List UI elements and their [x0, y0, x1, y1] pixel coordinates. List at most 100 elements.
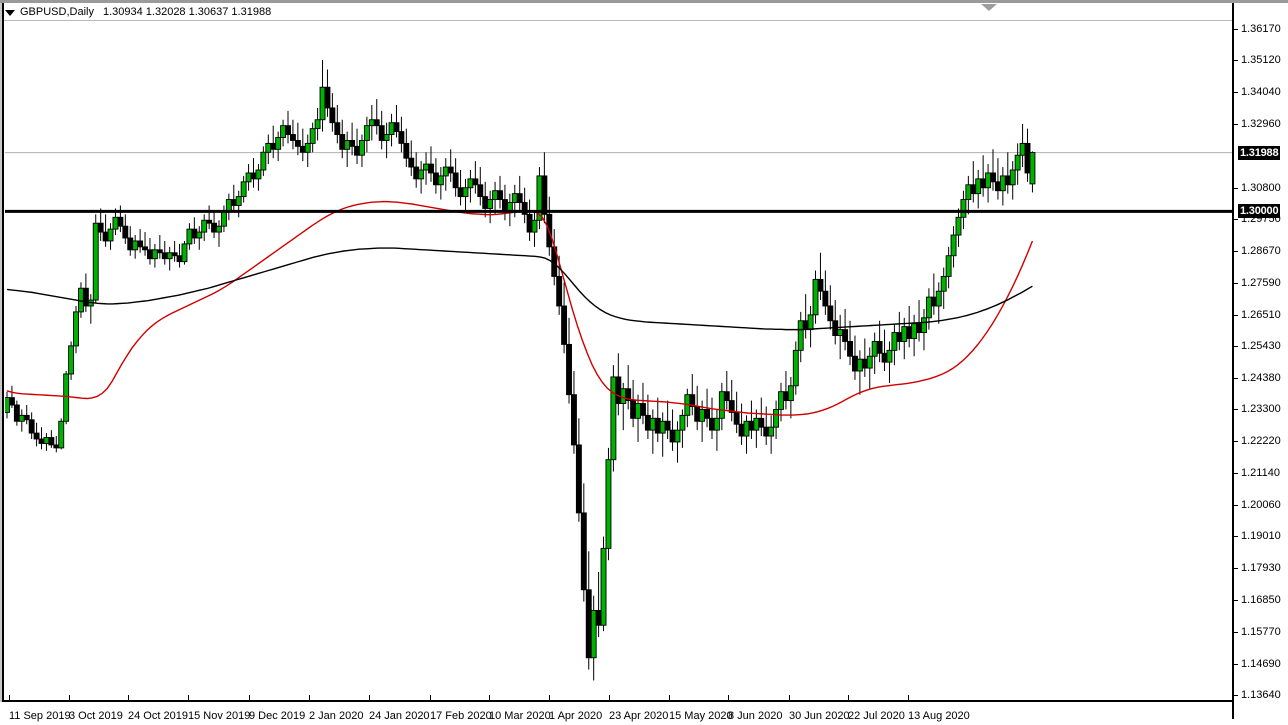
time-axis-label: 9 Dec 2019 — [249, 710, 306, 722]
time-axis-label: 23 Apr 2020 — [609, 710, 669, 722]
candle-body — [270, 142, 277, 150]
time-axis-tick — [9, 695, 10, 700]
candle-body — [743, 420, 750, 437]
candle-body — [211, 222, 218, 233]
price-axis-label: 1.27590 — [1241, 276, 1281, 289]
candle-body — [275, 137, 282, 150]
price-axis[interactable] — [1232, 3, 1288, 719]
price-axis-tick — [1234, 536, 1238, 538]
candle-body — [635, 403, 641, 419]
candle-body — [206, 219, 213, 224]
candle-body — [856, 358, 863, 372]
candle-body — [990, 172, 996, 183]
price-axis-tick — [1234, 632, 1238, 634]
time-axis-tick — [369, 695, 370, 700]
time-axis-label: 30 Jun 2020 — [789, 710, 850, 722]
candle-body — [911, 323, 918, 339]
candle-body — [758, 417, 765, 428]
candle-body — [921, 317, 927, 334]
price-axis-label: 1.17930 — [1241, 562, 1281, 575]
price-axis-label: 1.26510 — [1241, 308, 1281, 321]
candle-body — [960, 199, 967, 218]
chart-shift-marker-icon[interactable] — [981, 4, 997, 11]
candle-body — [605, 459, 612, 549]
candle-body — [122, 225, 129, 239]
time-axis-tick — [430, 695, 431, 700]
time-axis[interactable]: 11 Sep 2019 3 Oct 2019 24 Oct 2019 15 Nov 2… — [0, 702, 1232, 725]
candle-body — [428, 163, 434, 174]
candle-body — [423, 163, 429, 171]
candle-body — [728, 400, 735, 413]
candle-body — [975, 178, 982, 195]
candle-body — [294, 139, 301, 147]
candle-body — [181, 243, 188, 263]
candle-body — [674, 429, 681, 443]
candle-body — [1014, 154, 1021, 171]
candle-body — [787, 385, 794, 402]
price-axis-tick — [1234, 441, 1238, 443]
price-axis-tick — [1234, 250, 1238, 252]
candle-body — [176, 255, 183, 263]
candle-body — [349, 139, 356, 147]
price-axis-label: 1.13640 — [1241, 689, 1281, 701]
candle-body — [220, 210, 227, 227]
candle-body — [654, 417, 661, 434]
price-axis-label: 1.31988 — [1238, 145, 1281, 160]
time-axis-tick — [188, 695, 189, 700]
time-axis-label: 1 Apr 2020 — [549, 710, 603, 722]
candle-body — [980, 178, 987, 189]
candle-body — [600, 547, 607, 626]
price-axis-tick — [1234, 282, 1238, 284]
candle-body — [763, 426, 770, 437]
price-axis-label: 1.29750 — [1241, 212, 1281, 225]
candle-body — [575, 444, 582, 514]
candle-body — [260, 151, 267, 171]
price-axis-tick — [1234, 473, 1238, 475]
candle-body — [393, 122, 400, 133]
ohlc-values-label: 1.30934 1.32028 1.30637 1.31988 — [102, 6, 272, 18]
candle-body — [408, 157, 415, 168]
time-axis-tick — [728, 695, 729, 700]
candle-body — [383, 134, 390, 141]
candle-body — [694, 406, 701, 422]
candle-body — [240, 181, 247, 198]
chart-plot-area[interactable] — [5, 21, 1232, 700]
candle-body — [442, 166, 449, 177]
candle-body — [147, 249, 153, 260]
candle-body — [28, 419, 35, 434]
time-axis-label: 2 Jan 2020 — [309, 710, 364, 722]
candle-body — [999, 175, 1006, 192]
price-axis-label: 1.30000 — [1238, 204, 1281, 219]
candle-body — [339, 134, 346, 150]
candle-body — [896, 332, 903, 342]
candle-body — [817, 278, 824, 292]
candle-body — [561, 305, 568, 345]
time-axis-label: 15 Nov 2019 — [188, 710, 251, 722]
candle-body — [437, 175, 444, 186]
triangle-down-icon[interactable] — [5, 9, 15, 16]
time-axis-tick — [908, 695, 909, 700]
time-axis-tick — [128, 695, 129, 700]
candle-body — [280, 125, 287, 138]
candle-body — [812, 278, 819, 316]
candle-body — [230, 199, 237, 206]
candle-body — [768, 426, 775, 437]
candle-body — [245, 172, 252, 183]
candle-body — [142, 246, 148, 251]
candle-body — [482, 196, 489, 209]
candle-body — [13, 404, 20, 422]
candle-body — [713, 417, 720, 431]
price-axis-label: 1.19010 — [1241, 530, 1281, 543]
candle-body — [876, 341, 883, 354]
candle-body — [541, 175, 548, 215]
time-axis-label: 22 Jul 2020 — [848, 710, 905, 722]
candle-body — [33, 432, 40, 440]
price-axis-tick — [1234, 600, 1238, 602]
candle-body — [196, 231, 203, 239]
window-frame-left-light — [0, 3, 2, 721]
chart-canvas[interactable] — [5, 21, 1232, 700]
candle-body — [659, 420, 666, 434]
price-axis-label: 1.30800 — [1241, 181, 1281, 194]
price-axis-label: 1.25430 — [1241, 340, 1281, 353]
candle-body — [738, 423, 745, 437]
